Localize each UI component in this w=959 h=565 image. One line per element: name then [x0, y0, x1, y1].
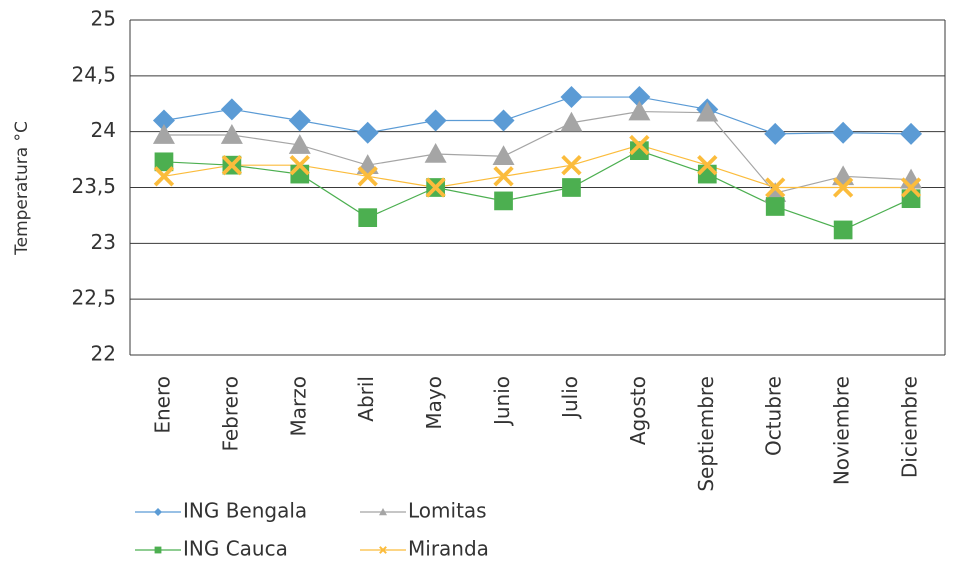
- data-point: [765, 197, 785, 216]
- data-point: [630, 141, 649, 160]
- data-point: [220, 124, 243, 144]
- series-line: [163, 144, 912, 189]
- data-point: [628, 86, 651, 109]
- data-point: [289, 155, 310, 176]
- data-point: [562, 178, 581, 197]
- x-tick-label: Abril: [354, 376, 378, 422]
- data-point: [832, 177, 854, 198]
- y-tick-label: 22: [91, 342, 116, 366]
- x-tick-label: Febrero: [218, 376, 242, 452]
- data-point: [425, 177, 446, 198]
- data-point: [220, 98, 243, 121]
- legend-marker: [379, 546, 387, 554]
- data-point: [900, 122, 923, 145]
- data-point: [765, 177, 786, 198]
- data-point: [560, 111, 583, 132]
- x-tick-label: Julio: [558, 376, 582, 420]
- legend-label: ING Cauca: [183, 537, 288, 561]
- data-point: [900, 177, 922, 198]
- x-tick-label: Marzo: [286, 376, 310, 436]
- legend-item: Miranda: [360, 537, 489, 561]
- x-tick-label: Mayo: [422, 376, 446, 430]
- y-tick-label: 25: [91, 7, 116, 31]
- data-point: [288, 134, 311, 154]
- y-axis-title: Temperatura °C: [12, 121, 32, 256]
- legend-item: ING Bengala: [135, 499, 307, 523]
- data-point: [697, 155, 718, 176]
- legend-marker: [379, 508, 387, 516]
- data-point: [492, 145, 515, 166]
- data-point: [356, 121, 379, 144]
- x-tick-label: Enero: [150, 376, 174, 434]
- legend-marker: [154, 508, 162, 516]
- legend-marker: [154, 546, 162, 554]
- y-tick-label: 22,5: [71, 286, 116, 310]
- x-tick-label: Diciembre: [898, 376, 922, 478]
- data-point: [832, 121, 855, 144]
- legend-label: Lomitas: [408, 499, 487, 523]
- y-tick-label: 23,5: [71, 174, 116, 198]
- series-line: [163, 96, 912, 135]
- y-tick-label: 24: [91, 118, 116, 142]
- data-point: [221, 155, 243, 176]
- data-point: [560, 86, 583, 109]
- x-tick-label: Octubre: [762, 376, 786, 456]
- y-tick-label: 23: [91, 230, 116, 254]
- series-line: [163, 149, 912, 231]
- data-point: [288, 109, 311, 132]
- legend-label: ING Bengala: [183, 499, 307, 523]
- data-point: [424, 143, 447, 163]
- x-tick-label: Junio: [490, 376, 514, 427]
- x-tick-label: Septiembre: [694, 376, 718, 492]
- data-point: [358, 208, 378, 227]
- x-tick-label: Noviembre: [830, 376, 854, 485]
- data-point: [492, 109, 515, 132]
- data-point: [357, 166, 378, 187]
- data-point: [833, 220, 853, 240]
- data-point: [494, 191, 513, 211]
- data-point: [764, 182, 787, 202]
- data-point: [696, 101, 719, 122]
- data-point: [764, 122, 787, 145]
- data-point: [424, 109, 447, 132]
- data-point: [629, 134, 650, 156]
- data-point: [154, 152, 174, 172]
- data-point: [628, 100, 651, 121]
- series-line: [163, 110, 912, 194]
- data-point: [561, 155, 582, 176]
- x-tick-label: Agosto: [626, 376, 650, 445]
- legend-item: Lomitas: [360, 499, 487, 523]
- data-point: [152, 109, 175, 132]
- data-point: [493, 166, 514, 187]
- legend-label: Miranda: [408, 537, 489, 561]
- data-point: [153, 166, 175, 187]
- legend-item: ING Cauca: [135, 537, 288, 561]
- data-point: [152, 124, 175, 144]
- y-tick-label: 24,5: [71, 62, 116, 86]
